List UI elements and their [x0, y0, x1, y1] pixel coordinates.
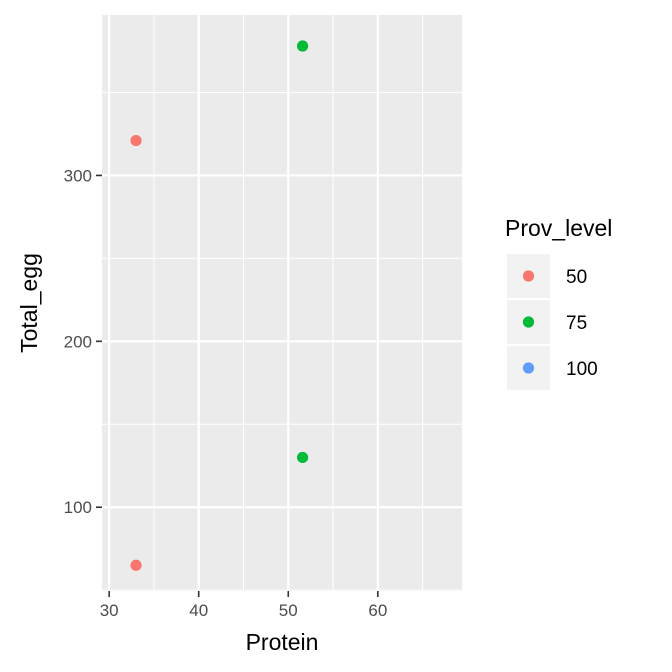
x-tick-label: 40: [189, 601, 208, 620]
y-axis: 100 200 300: [64, 166, 102, 517]
legend-label: 50: [566, 267, 587, 288]
x-tick-label: 50: [279, 601, 298, 620]
legend-title: Prov_level: [505, 215, 612, 241]
legend-key-dot: [522, 316, 535, 328]
y-tick-label: 200: [64, 332, 92, 351]
minor-gridlines: [102, 15, 462, 591]
data-points: [130, 40, 309, 571]
x-tick-label: 60: [368, 601, 387, 620]
y-axis-title: Total_egg: [16, 253, 42, 353]
data-point: [130, 559, 142, 571]
legend-label: 75: [566, 313, 587, 334]
legend: Prov_level 50 75 100: [505, 215, 612, 390]
data-point: [296, 40, 309, 52]
legend-key-dot: [522, 362, 535, 374]
y-tick-label: 100: [64, 498, 92, 517]
x-tick-label: 30: [100, 601, 119, 620]
data-point: [296, 451, 309, 464]
legend-label: 100: [566, 359, 598, 380]
plot-panel: [102, 15, 462, 591]
major-gridlines: [102, 15, 462, 591]
x-axis: 30 40 50 60: [100, 591, 387, 620]
data-point: [130, 134, 142, 147]
legend-key-dot: [522, 270, 535, 282]
y-tick-label: 300: [64, 166, 92, 185]
x-axis-title: Protein: [246, 629, 319, 655]
